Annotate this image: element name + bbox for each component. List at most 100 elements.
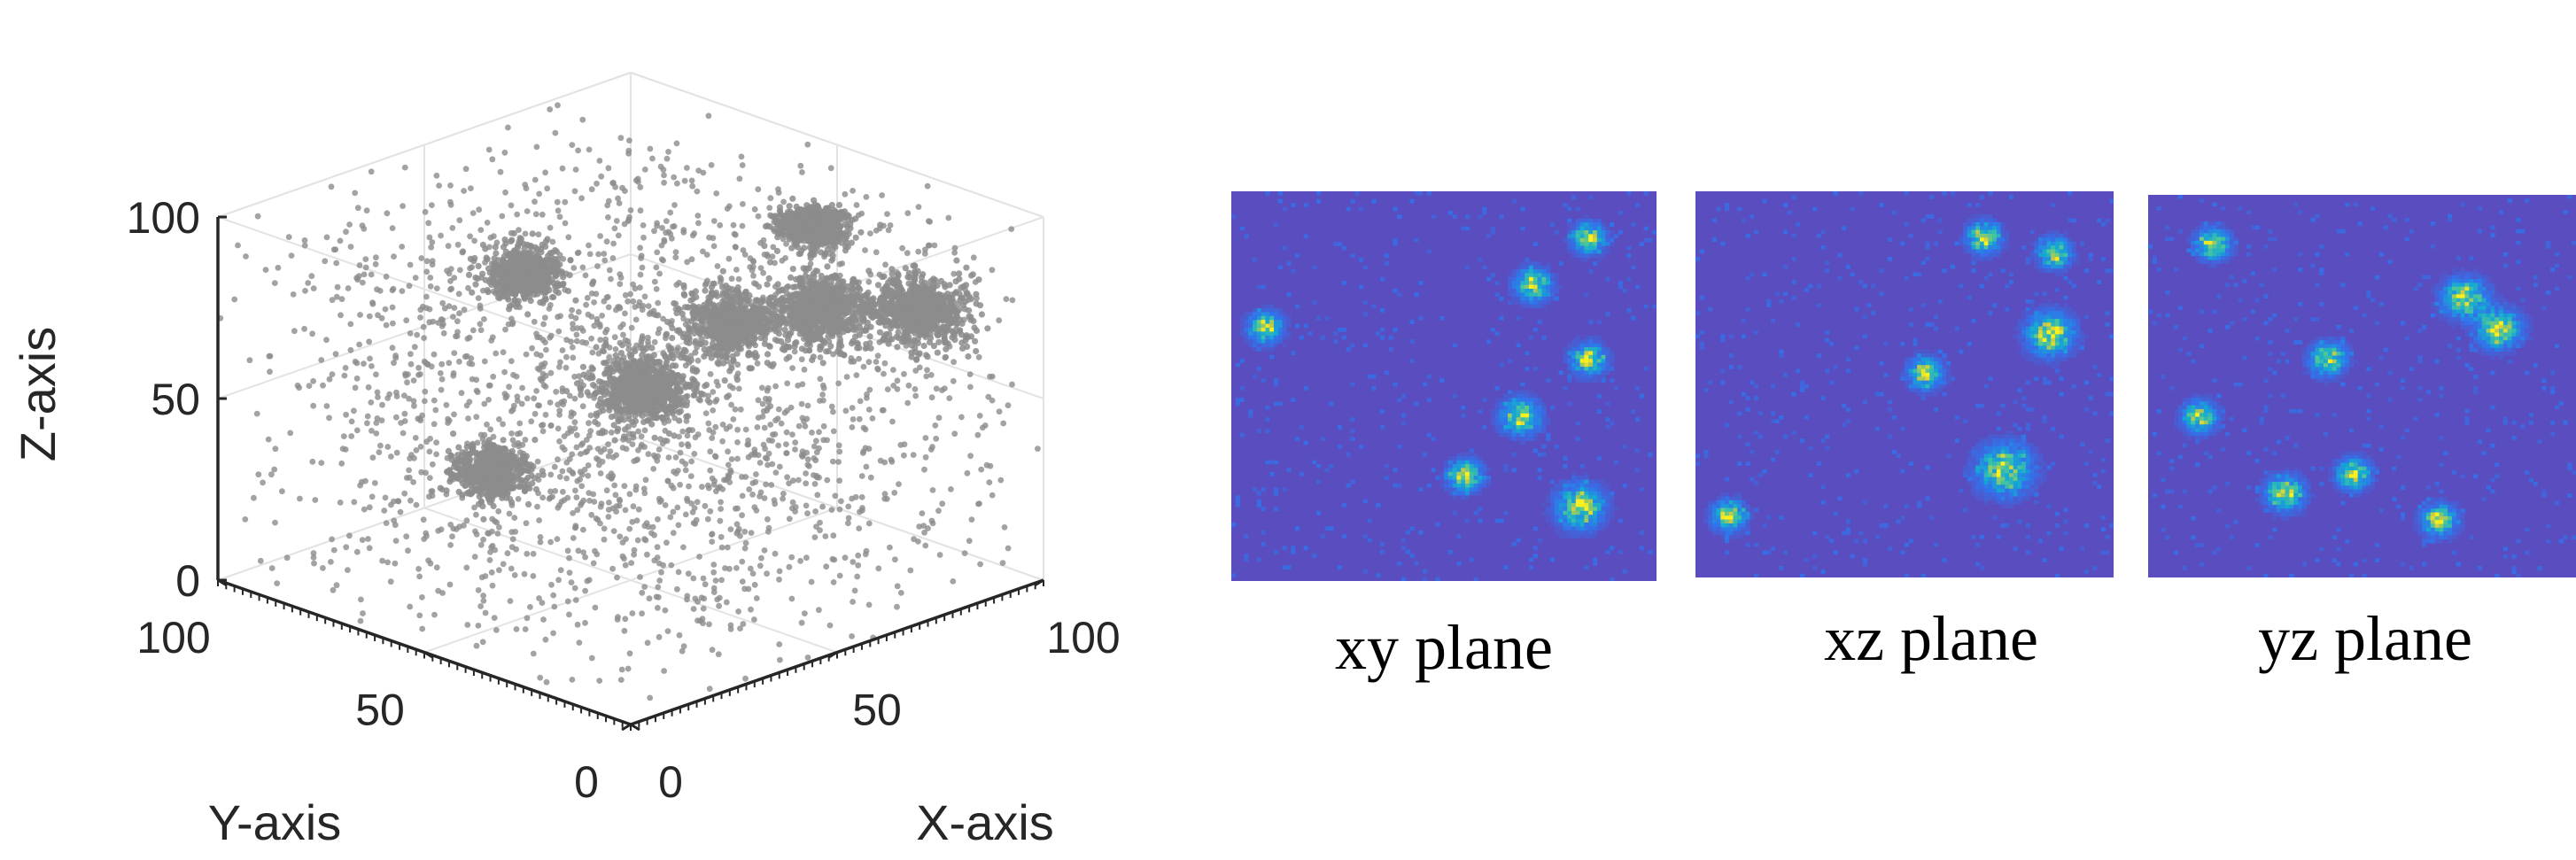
background-point xyxy=(364,420,370,427)
background-point xyxy=(579,403,586,410)
cluster-point xyxy=(960,283,967,290)
background-point xyxy=(836,448,843,455)
background-point xyxy=(710,218,718,224)
cluster-point xyxy=(792,283,799,291)
cluster-point xyxy=(908,353,915,360)
background-point xyxy=(577,476,584,483)
cluster-point xyxy=(975,276,982,283)
cluster-point xyxy=(896,289,903,296)
background-point xyxy=(629,610,636,616)
background-point xyxy=(611,334,618,341)
background-point xyxy=(747,565,754,572)
background-point xyxy=(547,224,554,231)
background-point xyxy=(786,515,793,523)
cluster-point xyxy=(943,345,950,353)
background-point xyxy=(670,508,677,515)
background-point xyxy=(663,155,671,162)
background-point xyxy=(719,422,726,428)
background-point xyxy=(830,458,836,465)
background-point xyxy=(830,532,837,539)
background-point xyxy=(360,279,366,286)
background-point xyxy=(858,473,865,479)
background-point xyxy=(569,306,575,314)
background-point xyxy=(842,190,849,198)
background-point xyxy=(808,578,815,585)
background-point xyxy=(485,382,493,389)
background-point xyxy=(499,213,506,220)
background-point xyxy=(414,331,421,338)
background-point xyxy=(772,469,780,476)
background-point xyxy=(727,526,734,532)
background-point xyxy=(875,565,882,572)
background-point xyxy=(571,585,578,592)
cluster-point xyxy=(791,239,798,246)
cluster-point xyxy=(916,299,923,306)
cluster-point xyxy=(775,221,782,229)
background-point xyxy=(571,373,578,380)
background-point xyxy=(283,554,291,562)
cluster-point xyxy=(686,339,693,346)
background-point xyxy=(401,410,408,417)
background-point xyxy=(485,146,493,153)
cluster-point xyxy=(800,314,807,322)
background-point xyxy=(539,600,546,606)
background-point xyxy=(571,425,578,431)
background-point xyxy=(427,560,434,567)
background-point xyxy=(337,237,344,244)
background-point xyxy=(705,112,712,120)
background-point xyxy=(627,207,634,213)
cluster-point xyxy=(802,347,810,354)
background-point xyxy=(271,466,278,473)
background-point xyxy=(611,225,618,232)
background-point xyxy=(574,507,581,514)
background-point xyxy=(776,463,783,470)
background-point xyxy=(360,610,366,616)
background-point xyxy=(402,372,409,379)
cluster-point xyxy=(825,347,832,355)
background-point xyxy=(288,252,295,259)
background-point xyxy=(464,336,471,342)
background-point xyxy=(323,234,330,241)
background-point xyxy=(516,227,522,233)
cluster-point xyxy=(880,337,887,344)
background-point xyxy=(272,519,278,526)
background-point xyxy=(356,262,363,268)
background-point xyxy=(679,647,686,655)
background-point xyxy=(544,185,551,192)
background-point xyxy=(383,520,390,526)
background-point xyxy=(568,313,575,320)
background-point xyxy=(601,536,608,543)
background-point xyxy=(751,504,758,511)
background-point xyxy=(647,694,654,701)
background-point xyxy=(617,271,624,277)
background-point xyxy=(602,329,609,336)
background-point xyxy=(566,611,572,618)
background-point xyxy=(605,198,612,205)
background-point xyxy=(803,470,809,476)
background-point xyxy=(550,630,556,637)
background-point xyxy=(433,172,440,179)
cluster-point xyxy=(841,301,849,308)
background-point xyxy=(741,545,749,552)
background-point xyxy=(879,192,885,198)
cluster-point xyxy=(848,291,855,298)
background-point xyxy=(755,186,762,193)
background-point xyxy=(509,536,516,543)
cluster-point xyxy=(896,318,904,325)
background-point xyxy=(406,395,412,402)
background-point xyxy=(836,506,843,513)
background-point xyxy=(845,515,852,522)
background-point xyxy=(822,533,829,539)
background-point xyxy=(849,424,856,430)
background-point xyxy=(378,314,385,322)
background-point xyxy=(369,493,376,500)
background-point xyxy=(425,220,432,227)
cluster-point xyxy=(677,329,684,337)
background-point xyxy=(741,252,749,258)
background-point xyxy=(484,421,490,428)
background-point xyxy=(588,655,595,662)
background-point xyxy=(530,650,537,657)
background-point xyxy=(668,562,675,569)
background-point xyxy=(423,268,431,275)
background-point xyxy=(664,628,671,634)
